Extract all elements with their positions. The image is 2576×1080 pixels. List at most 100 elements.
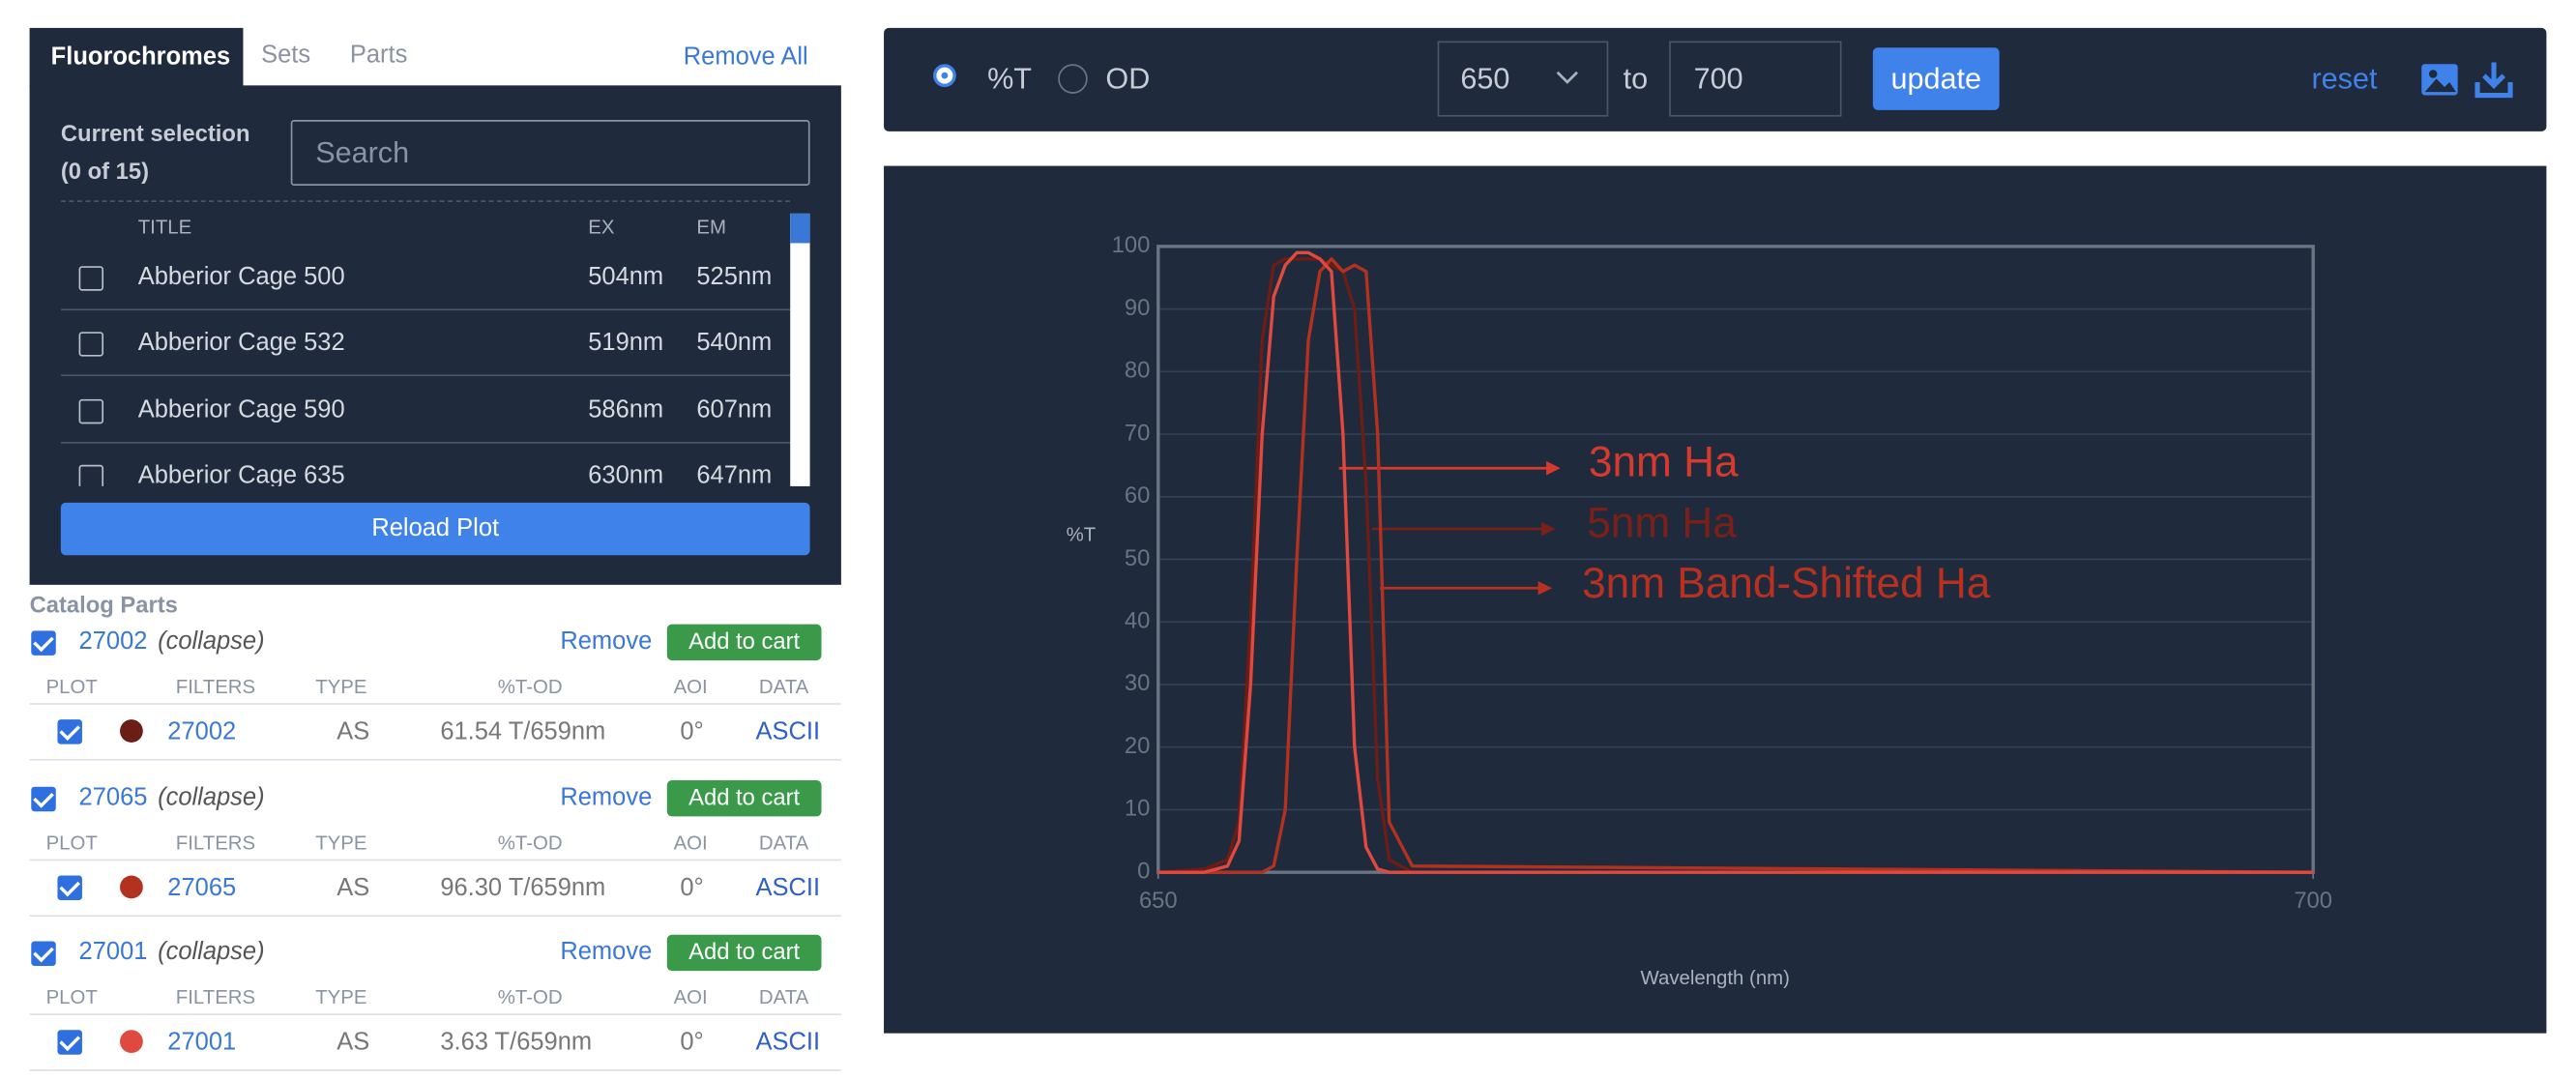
remove[interactable]: Remove: [560, 938, 653, 967]
row-ex: 630nm: [588, 461, 664, 486]
row-em: 540nm: [696, 329, 773, 358]
ascii[interactable]: ASCII: [755, 717, 821, 746]
color-dot: [120, 1030, 143, 1054]
row-em: 525nm: [696, 262, 773, 291]
part-id[interactable]: 27002: [78, 628, 148, 656]
aoi: 0°: [680, 1029, 704, 1058]
part-id[interactable]: 27001: [78, 938, 148, 967]
tab[interactable]: Parts: [349, 41, 408, 70]
row-title: Abberior Cage 590: [137, 394, 345, 423]
remove[interactable]: Remove: [560, 782, 653, 811]
select-value[interactable]: 650: [1460, 62, 1510, 96]
tab-active[interactable]: [29, 27, 244, 88]
checkbox[interactable]: [31, 942, 56, 967]
col-header: DATA: [758, 986, 809, 1009]
radio-label[interactable]: OD: [1105, 62, 1151, 96]
row-em: 607nm: [696, 394, 773, 423]
divider: [60, 200, 791, 202]
col-header: TITLE: [137, 215, 192, 239]
remove[interactable]: Remove: [560, 628, 653, 656]
add-label[interactable]: Add to cart: [688, 938, 801, 965]
checkbox[interactable]: [57, 875, 82, 900]
search-box[interactable]: [290, 120, 810, 186]
radio-checked[interactable]: [933, 64, 956, 88]
checkbox[interactable]: [78, 464, 104, 486]
checkbox[interactable]: [57, 719, 82, 744]
reload-button[interactable]: [60, 502, 810, 556]
reset[interactable]: reset: [2311, 62, 2378, 96]
ascii[interactable]: ASCII: [755, 1029, 821, 1058]
collapse[interactable]: (collapse): [158, 938, 265, 967]
aoi: 0°: [680, 717, 704, 746]
filter[interactable]: 27002: [167, 717, 237, 746]
tod: 96.30 T/659nm: [440, 873, 606, 902]
checkbox[interactable]: [57, 1030, 82, 1056]
select[interactable]: [1437, 41, 1609, 117]
collapse[interactable]: (collapse): [158, 782, 265, 811]
y-tick-label: 20: [1125, 733, 1150, 759]
part-id[interactable]: 27065: [78, 782, 148, 811]
row-ex: 519nm: [588, 329, 664, 358]
checkbox[interactable]: [78, 332, 104, 358]
update-label[interactable]: update: [1890, 62, 1982, 96]
select-value[interactable]: 700: [1693, 62, 1743, 96]
tod: 3.63 T/659nm: [440, 1029, 593, 1058]
add-button[interactable]: [666, 935, 822, 972]
add-button[interactable]: [666, 779, 822, 816]
col-header: PLOT: [45, 986, 98, 1009]
fluoro-list: Abberior Cage 500 504nm 525nm Abberior Cage…: [60, 243, 791, 486]
col-header: AOI: [673, 831, 708, 854]
type: AS: [337, 1029, 370, 1058]
series-line: [1157, 257, 2314, 874]
checkbox[interactable]: [78, 398, 104, 423]
update-button[interactable]: [1872, 47, 2000, 110]
col-header: AOI: [673, 675, 708, 699]
tab[interactable]: Sets: [261, 41, 311, 70]
icons[interactable]: [2418, 59, 2517, 102]
col-header: DATA: [758, 831, 809, 854]
y-tick-label: 100: [1112, 232, 1151, 258]
add-button[interactable]: [666, 624, 822, 660]
col-header: EX: [588, 215, 615, 239]
filter[interactable]: 27065: [167, 873, 237, 902]
row-title: Abberior Cage 500: [137, 262, 345, 291]
col-header: DATA: [758, 675, 809, 699]
checkbox[interactable]: [31, 786, 56, 811]
y-tick-label: 40: [1125, 608, 1150, 634]
col-header: %T-OD: [497, 986, 563, 1009]
ascii[interactable]: ASCII: [755, 873, 821, 902]
checkbox[interactable]: [78, 266, 104, 291]
aoi: 0°: [680, 873, 704, 902]
tod: 61.54 T/659nm: [440, 717, 606, 746]
tab[interactable]: Fluorochromes: [50, 43, 231, 72]
row-divider: [29, 914, 841, 917]
radio[interactable]: [1058, 64, 1088, 94]
row-divider: [29, 703, 841, 705]
filter[interactable]: 27001: [167, 1029, 237, 1058]
reload-label[interactable]: Reload Plot: [371, 513, 500, 542]
row-ex: 504nm: [588, 262, 664, 291]
add-label[interactable]: Add to cart: [688, 782, 801, 810]
col-header: %T-OD: [497, 675, 563, 699]
y-tick-label: 10: [1125, 796, 1150, 822]
add-label[interactable]: Add to cart: [688, 628, 801, 655]
scroll-thumb[interactable]: [790, 213, 810, 244]
col-header: TYPE: [315, 675, 367, 699]
label: Current selection: [60, 120, 250, 147]
scrollbar[interactable]: [790, 213, 810, 486]
select[interactable]: [1669, 41, 1842, 117]
checkbox[interactable]: [31, 630, 56, 656]
col-header: FILTERS: [175, 675, 256, 699]
remove-all[interactable]: Remove All: [683, 43, 808, 72]
y-axis-label: %T: [1067, 524, 1097, 545]
annotation: 3nm Ha: [1589, 438, 1739, 485]
count: (0 of 15): [60, 158, 150, 185]
row-divider: [60, 374, 791, 377]
collapse[interactable]: (collapse): [158, 628, 265, 656]
col-header: AOI: [673, 986, 708, 1009]
annotation: 5nm Ha: [1587, 499, 1737, 546]
radio-label[interactable]: %T: [987, 62, 1032, 96]
col-header: TYPE: [315, 986, 367, 1009]
color-dot: [120, 719, 143, 743]
